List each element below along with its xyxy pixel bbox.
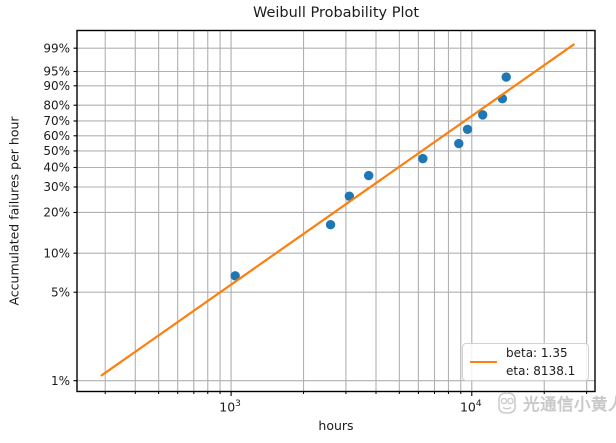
data-point xyxy=(230,271,240,281)
y-tick-label: 1% xyxy=(51,374,70,388)
y-tick-label: 10% xyxy=(43,246,70,260)
data-point xyxy=(418,153,428,164)
weibull-fit-line xyxy=(100,43,575,377)
data-point xyxy=(454,138,464,149)
y-tick-label: 95% xyxy=(43,65,70,79)
y-tick-label: 70% xyxy=(43,114,70,128)
data-point xyxy=(501,72,511,82)
data-point xyxy=(477,110,488,120)
y-tick-label: 30% xyxy=(43,180,70,194)
chart-title: Weibull Probability Plot xyxy=(252,5,420,21)
legend-beta-label: beta: 1.35 xyxy=(506,346,568,360)
y-tick-label: 40% xyxy=(43,161,70,175)
y-axis-label: Accumulated failures per hour xyxy=(6,116,22,306)
legend-eta-label: eta: 8138.1 xyxy=(506,364,576,378)
y-tick-label: 60% xyxy=(43,129,70,143)
plot-border xyxy=(76,29,596,393)
y-tick-label: 50% xyxy=(43,144,70,158)
legend-box: beta: 1.35 eta: 8138.1 xyxy=(462,343,589,381)
data-point xyxy=(325,220,336,230)
y-tick-label: 99% xyxy=(43,41,70,55)
y-tick-label: 90% xyxy=(43,79,70,93)
x-tick-label: 103 xyxy=(219,399,241,415)
data-point xyxy=(462,124,473,134)
legend-line-swatch xyxy=(470,360,497,364)
y-tick-label: 5% xyxy=(51,285,70,299)
x-axis-label: hours xyxy=(318,418,354,433)
legend-labels: beta: 1.35 eta: 8138.1 xyxy=(506,344,575,380)
data-point xyxy=(363,170,374,181)
data-point xyxy=(344,191,355,201)
y-tick-label: 80% xyxy=(43,98,70,112)
x-tick-label: 104 xyxy=(460,399,482,415)
y-tick-label: 20% xyxy=(43,206,70,220)
